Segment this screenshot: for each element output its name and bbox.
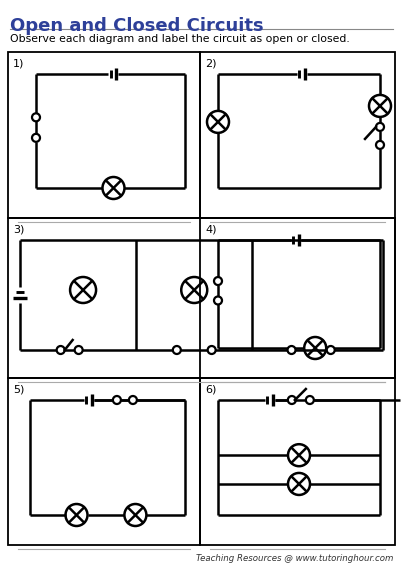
Circle shape xyxy=(214,277,222,285)
Circle shape xyxy=(327,346,335,354)
Circle shape xyxy=(75,346,83,354)
Text: Open and Closed Circuits: Open and Closed Circuits xyxy=(10,17,264,35)
Bar xyxy=(8,378,200,545)
Circle shape xyxy=(288,396,296,404)
Bar xyxy=(200,218,395,378)
Circle shape xyxy=(376,123,384,131)
Circle shape xyxy=(208,346,216,354)
Text: 5): 5) xyxy=(13,384,24,394)
Text: 1): 1) xyxy=(13,58,24,68)
Text: 2): 2) xyxy=(205,58,217,68)
Text: 3): 3) xyxy=(13,224,24,234)
Bar xyxy=(8,218,395,378)
Circle shape xyxy=(214,297,222,304)
Circle shape xyxy=(32,134,40,142)
Text: 6): 6) xyxy=(205,384,216,394)
Circle shape xyxy=(32,113,40,121)
Circle shape xyxy=(376,141,384,149)
Text: Observe each diagram and label the circuit as open or closed.: Observe each diagram and label the circu… xyxy=(10,34,350,44)
Circle shape xyxy=(113,396,121,404)
Circle shape xyxy=(129,396,137,404)
Bar xyxy=(8,52,200,218)
Circle shape xyxy=(173,346,181,354)
Circle shape xyxy=(288,346,296,354)
Text: Teaching Resources @ www.tutoringhour.com: Teaching Resources @ www.tutoringhour.co… xyxy=(196,554,393,563)
Circle shape xyxy=(57,346,65,354)
Text: 4): 4) xyxy=(205,224,217,234)
Circle shape xyxy=(306,396,314,404)
Bar xyxy=(200,52,395,218)
Bar xyxy=(200,378,395,545)
